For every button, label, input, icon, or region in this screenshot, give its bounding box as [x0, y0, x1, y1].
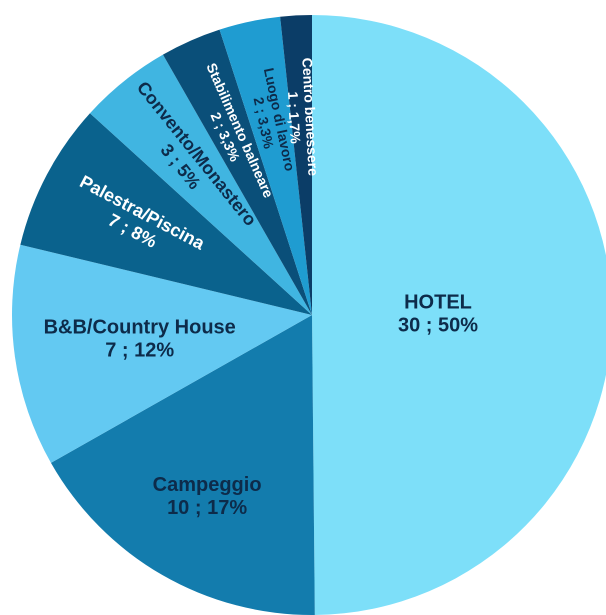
- slice-name: Centro benessere: [299, 57, 321, 176]
- slice-value: 30 ; 50%: [398, 315, 478, 337]
- pie-slice: [162, 29, 312, 315]
- pie-slice: [280, 15, 312, 315]
- slice-name: HOTEL: [404, 292, 472, 314]
- pie-slice: [20, 113, 312, 315]
- pie-slice: [11, 244, 312, 463]
- slice-name: Campeggio: [153, 474, 262, 496]
- pie-slice: [219, 16, 312, 316]
- pie-slice: [89, 54, 312, 315]
- slice-value: 1 ; 1,7%: [285, 91, 304, 144]
- pie-slice: [50, 315, 315, 615]
- pie-slice: [312, 15, 606, 615]
- slice-value: 7 ; 12%: [105, 339, 174, 361]
- slice-value: 10 ; 17%: [167, 497, 247, 519]
- slice-name: B&B/Country House: [44, 316, 236, 338]
